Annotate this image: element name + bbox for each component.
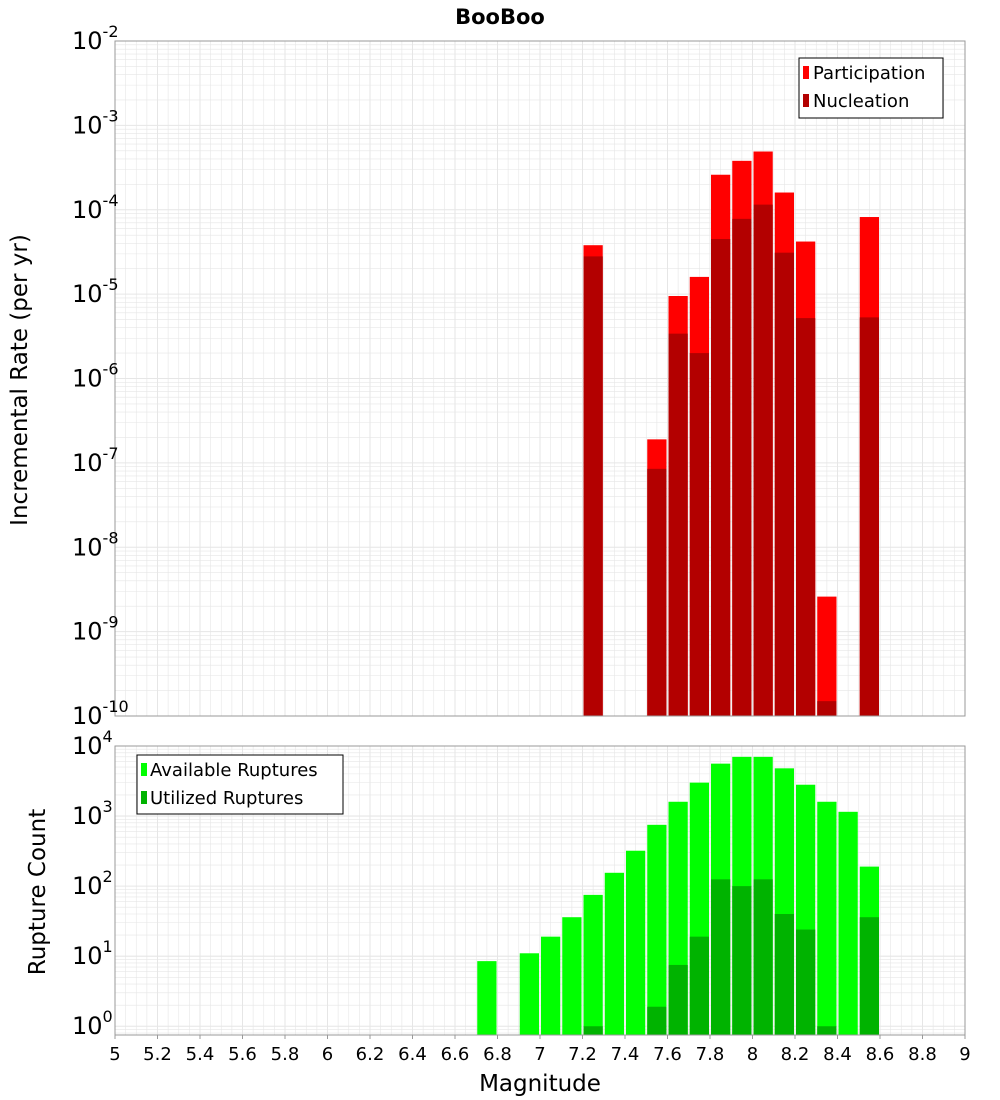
bar-available-ruptures: [817, 801, 837, 1035]
legend-label-utilized: Utilized Ruptures: [150, 788, 303, 809]
y-tick-label: 10-2: [72, 22, 119, 55]
legend-swatch-available: [141, 763, 147, 776]
x-tick-label: 7.6: [653, 1044, 682, 1065]
y-tick-label: 10-7: [72, 444, 119, 477]
bar-available-ruptures: [647, 824, 667, 1035]
y-tick-label: 10-4: [72, 191, 119, 224]
bar-available-ruptures: [562, 917, 582, 1035]
y-tick-label: 104: [72, 727, 113, 760]
x-tick-label: 6.4: [398, 1044, 427, 1065]
top-y-axis-label: Incremental Rate (per yr): [7, 234, 33, 526]
bar-utilized-ruptures: [796, 929, 816, 1035]
bar-nucleation: [859, 317, 879, 716]
top-legend-box: [798, 57, 944, 119]
top-grid: [114, 40, 966, 717]
bar-nucleation: [668, 333, 688, 716]
bar-participation: [817, 596, 837, 716]
bar-available-ruptures: [477, 961, 497, 1035]
x-tick-label: 5.6: [228, 1044, 257, 1065]
x-tick-label: 7.8: [696, 1044, 725, 1065]
bar-available-ruptures: [838, 811, 858, 1035]
x-tick-label: 9: [959, 1044, 970, 1065]
top-panel: 10-2 10-3 10-4 10-5 10-6 10-7 10-8 10-9 10-10 In…: [7, 22, 966, 730]
bar-utilized-ruptures: [859, 917, 879, 1035]
x-tick-label: 7.4: [611, 1044, 640, 1065]
bar-utilized-ruptures: [732, 886, 752, 1035]
bottom-bars: [477, 756, 879, 1035]
bar-available-ruptures: [541, 936, 561, 1035]
top-plot-frame: [114, 40, 966, 717]
bar-nucleation: [796, 318, 816, 716]
bar-nucleation: [647, 468, 667, 716]
y-tick-label: 10-6: [72, 360, 119, 393]
x-tick-label: 8: [747, 1044, 758, 1065]
x-tick-label: 6.2: [356, 1044, 385, 1065]
bottom-legend-box: [136, 754, 344, 815]
bar-utilized-ruptures: [583, 1026, 603, 1035]
top-y-ticks: 10-2 10-3 10-4 10-5 10-6 10-7 10-8 10-9 10-10: [72, 22, 129, 730]
bottom-y-axis-label: Rupture Count: [25, 809, 51, 975]
y-tick-label: 101: [72, 937, 113, 970]
bar-utilized-ruptures: [774, 914, 794, 1035]
bar-utilized-ruptures: [689, 936, 709, 1035]
legend-label-nucleation: Nucleation: [813, 91, 909, 112]
bar-nucleation: [583, 256, 603, 716]
x-tick-label: 8.4: [823, 1044, 852, 1065]
bottom-panel: 104 103 102 101 100 Rupture Count Available …: [25, 727, 971, 1097]
bar-available-ruptures: [604, 872, 624, 1035]
x-tick-label: 5.4: [186, 1044, 215, 1065]
legend-label-participation: Participation: [813, 63, 925, 84]
x-tick-label: 7.2: [568, 1044, 597, 1065]
y-tick-label: 10-8: [72, 528, 119, 561]
bar-nucleation: [732, 218, 752, 716]
x-tick-label: 6.6: [441, 1044, 470, 1065]
bar-utilized-ruptures: [817, 1026, 837, 1035]
bar-nucleation: [711, 239, 731, 716]
y-tick-label: 100: [72, 1007, 113, 1040]
x-tick-label: 8.8: [908, 1044, 937, 1065]
x-tick-label: 5: [109, 1044, 120, 1065]
bar-nucleation: [774, 252, 794, 716]
x-tick-label: 6.8: [483, 1044, 512, 1065]
y-tick-label: 102: [72, 867, 113, 900]
bar-utilized-ruptures: [753, 879, 773, 1035]
y-tick-label: 103: [72, 797, 113, 830]
bottom-y-ticks: 104 103 102 101 100: [72, 727, 113, 1040]
top-bars: [583, 151, 879, 717]
x-tick-label: 7: [534, 1044, 545, 1065]
bar-utilized-ruptures: [647, 1006, 667, 1035]
legend-swatch-participation: [803, 66, 809, 79]
y-tick-label: 10-9: [72, 613, 119, 646]
chart-title: BooBoo: [455, 5, 545, 29]
y-tick-label: 10-3: [72, 106, 119, 139]
bar-nucleation: [753, 204, 773, 717]
y-tick-label: 10-5: [72, 275, 119, 308]
bar-nucleation: [817, 701, 837, 716]
x-tick-label: 8.6: [866, 1044, 895, 1065]
x-tick-label: 8.2: [781, 1044, 810, 1065]
x-tick-label: 6: [322, 1044, 333, 1065]
x-tick-label: 5.8: [271, 1044, 300, 1065]
bar-available-ruptures: [519, 953, 539, 1035]
bar-utilized-ruptures: [711, 879, 731, 1035]
top-legend: Participation Nucleation: [798, 57, 944, 119]
bottom-legend: Available Ruptures Utilized Ruptures: [136, 754, 344, 815]
bar-available-ruptures: [626, 850, 646, 1035]
bar-nucleation: [689, 353, 709, 716]
bar-available-ruptures: [583, 894, 603, 1035]
legend-swatch-utilized: [141, 791, 147, 804]
legend-label-available: Available Ruptures: [150, 760, 318, 781]
legend-swatch-nucleation: [803, 94, 809, 107]
bottom-grid: [114, 745, 966, 1035]
y-tick-label: 10-10: [72, 697, 129, 730]
x-tick-label: 5.2: [143, 1044, 172, 1065]
bar-utilized-ruptures: [668, 964, 688, 1035]
x-ticks: 5 5.2 5.4 5.6 5.8 6 6.2 6.4 6.6 6.8 7 7.2 7.4 7.6 7.8 8…: [109, 1035, 971, 1065]
x-axis-label: Magnitude: [479, 1071, 601, 1097]
